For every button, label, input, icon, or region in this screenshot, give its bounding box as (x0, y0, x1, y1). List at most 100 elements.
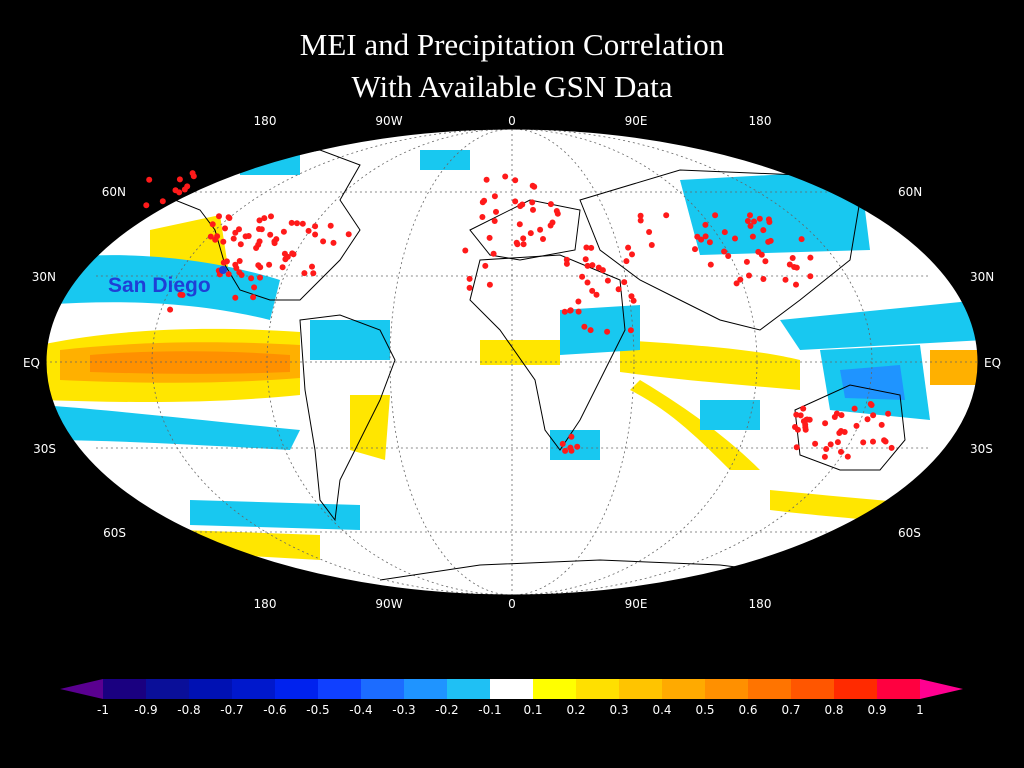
station-marker (831, 414, 838, 420)
station-marker (628, 293, 635, 300)
station-marker (823, 446, 830, 452)
title-line-2: With Available GSN Data (351, 69, 673, 104)
station-marker (870, 438, 876, 445)
station-marker (327, 222, 334, 229)
colorbar-tick-label: -0.3 (392, 703, 415, 717)
south-america-outline (299, 314, 396, 522)
colorbar-swatch (662, 679, 706, 699)
station-marker (491, 193, 498, 200)
station-marker (834, 439, 841, 446)
station-marker (589, 287, 596, 294)
station-marker (593, 291, 600, 298)
colorbar-swatch (189, 679, 233, 699)
colorbar-tick-label: 0.3 (609, 703, 628, 717)
lat-label-right-60n: 60N (898, 185, 922, 199)
station-marker (232, 229, 239, 236)
negative-region (780, 300, 978, 350)
station-marker (242, 233, 249, 240)
lat-label-left-eq: EQ (23, 356, 40, 370)
station-marker (491, 218, 498, 224)
station-marker (767, 237, 774, 244)
colorbar-swatch (748, 679, 792, 699)
station-marker (257, 274, 263, 281)
lon-label-top-180w: 180 (254, 114, 277, 128)
lat-label-right-60s: 60S (898, 526, 921, 540)
colorbar-swatch (275, 679, 319, 699)
station-marker (575, 308, 582, 315)
station-marker (537, 226, 544, 233)
station-marker (309, 263, 315, 270)
station-marker (279, 264, 286, 271)
station-marker (462, 247, 469, 254)
station-marker (299, 220, 306, 227)
station-marker (581, 323, 588, 330)
station-marker (782, 276, 789, 283)
station-marker (807, 273, 814, 280)
station-marker (794, 426, 801, 433)
station-marker (765, 216, 772, 223)
station-marker (547, 222, 554, 229)
colorbar-swatch (576, 679, 620, 699)
colorbar-swatch (361, 679, 405, 699)
station-marker (621, 279, 628, 286)
station-marker (230, 235, 237, 242)
colorbar-tick-label: 0.5 (695, 703, 714, 717)
colorbar-swatch (834, 679, 878, 699)
station-marker (493, 208, 499, 215)
station-marker (214, 233, 221, 240)
station-marker (707, 261, 714, 268)
chart-title: MEI and Precipitation Correlation With A… (0, 24, 1024, 108)
station-marker (853, 422, 860, 429)
station-marker (540, 236, 546, 242)
colorbar-tick-label: 0.7 (781, 703, 800, 717)
station-marker (251, 284, 258, 291)
station-marker (271, 240, 278, 247)
station-marker (512, 177, 519, 184)
colorbar-under-arrow (60, 679, 103, 699)
station-marker (637, 217, 644, 224)
station-marker (822, 420, 829, 427)
station-marker (582, 256, 589, 263)
station-marker (851, 405, 858, 412)
station-marker (737, 276, 744, 283)
station-marker (589, 262, 596, 269)
lon-label-top-0: 0 (508, 114, 516, 128)
station-marker (888, 444, 895, 451)
negative-region (310, 320, 390, 360)
station-marker (844, 453, 851, 460)
station-marker (725, 253, 732, 259)
colorbar: -1 -0.9 -0.8 -0.7 -0.6 -0.5 -0.4 -0.3 -0.2 -0.1 0.… (60, 679, 963, 717)
station-marker (878, 421, 885, 428)
station-marker (512, 198, 519, 205)
colorbar-swatch (103, 679, 147, 699)
station-marker (756, 215, 763, 222)
station-marker (483, 176, 490, 183)
colorbar-swatch (232, 679, 276, 699)
station-marker (812, 440, 819, 447)
station-marker (760, 276, 767, 282)
station-marker (482, 262, 489, 269)
station-marker (692, 246, 698, 253)
station-marker (559, 440, 566, 447)
station-marker (702, 221, 709, 228)
lat-label-right-30s: 30S (970, 442, 993, 456)
station-marker (238, 272, 245, 278)
station-marker (797, 412, 804, 419)
station-marker (627, 327, 634, 334)
station-marker (258, 226, 265, 233)
station-marker (625, 244, 632, 251)
colorbar-tick-label: -0.2 (435, 703, 458, 717)
station-marker (310, 270, 317, 277)
colorbar-tick-label: 0.2 (566, 703, 585, 717)
colorbar-swatch (533, 679, 577, 699)
station-marker (882, 438, 889, 445)
colorbar-tick-label: 0.8 (824, 703, 843, 717)
colorbar-tick-label: 0.1 (523, 703, 542, 717)
lon-label-bottom-180e: 180 (749, 597, 772, 611)
colorbar-tick-label: -0.5 (306, 703, 329, 717)
station-marker (807, 254, 814, 261)
station-marker (802, 424, 809, 431)
station-marker (207, 233, 214, 240)
station-marker (747, 223, 754, 229)
station-marker (860, 439, 867, 446)
